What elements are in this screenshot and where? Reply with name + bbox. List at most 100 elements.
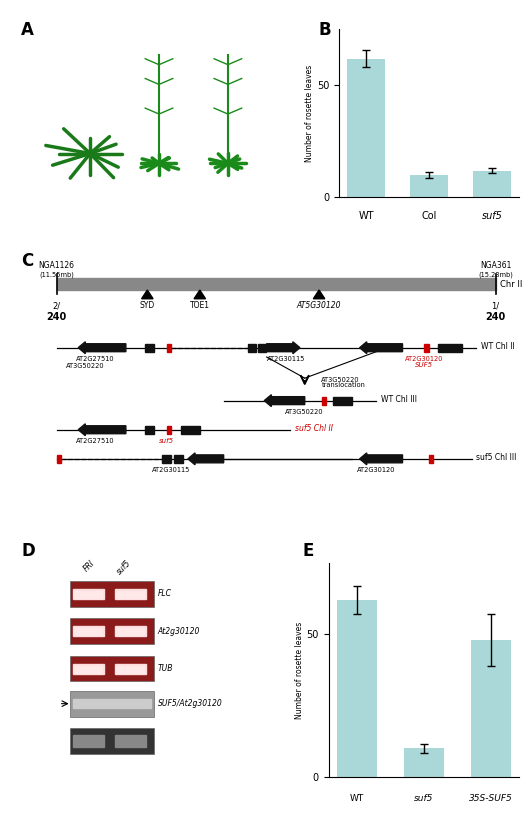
- Text: FRI: FRI: [82, 559, 96, 574]
- Text: AT2G27510: AT2G27510: [76, 438, 114, 444]
- Text: AT2G30115: AT2G30115: [267, 356, 305, 362]
- Bar: [438, 344, 462, 352]
- Text: AT3G50220: AT3G50220: [66, 363, 105, 369]
- Text: SYD: SYD: [140, 302, 155, 311]
- Text: B: B: [318, 21, 331, 39]
- Bar: [74, 591, 102, 598]
- FancyArrow shape: [359, 342, 403, 354]
- Bar: [404, 748, 444, 777]
- Text: 35S-SUF5: 35S-SUF5: [469, 794, 513, 803]
- Text: 240: 240: [485, 312, 506, 322]
- Text: Col: Col: [167, 201, 184, 211]
- Bar: [73, 589, 104, 599]
- FancyArrow shape: [78, 342, 126, 354]
- Text: WT Chl III: WT Chl III: [381, 395, 417, 404]
- Text: WT: WT: [358, 211, 374, 221]
- Bar: [114, 735, 146, 747]
- Text: Col: Col: [421, 211, 437, 221]
- Text: TOE1: TOE1: [190, 302, 210, 311]
- Text: D: D: [21, 542, 35, 559]
- Bar: [337, 600, 377, 777]
- Bar: [73, 664, 104, 674]
- Text: AT2G30120: AT2G30120: [405, 356, 443, 362]
- Bar: [166, 426, 171, 433]
- Text: translocation: translocation: [321, 382, 365, 388]
- Text: suf5 Chl III: suf5 Chl III: [476, 453, 517, 462]
- Bar: [70, 728, 154, 753]
- Bar: [74, 628, 102, 636]
- Y-axis label: Number of rosette leaves: Number of rosette leaves: [295, 622, 304, 718]
- Text: (15.23mb): (15.23mb): [478, 272, 513, 278]
- Bar: [70, 656, 154, 681]
- FancyArrow shape: [359, 453, 403, 465]
- Bar: [116, 666, 144, 673]
- Text: AT5G30120: AT5G30120: [297, 302, 341, 311]
- Bar: [333, 396, 352, 405]
- Text: SUF5/At2g30120: SUF5/At2g30120: [158, 699, 223, 708]
- Bar: [116, 591, 144, 598]
- Polygon shape: [313, 290, 325, 299]
- Bar: [347, 59, 385, 197]
- Bar: [57, 278, 496, 290]
- Bar: [70, 690, 154, 717]
- Text: suf5: suf5: [414, 794, 434, 803]
- Text: 1/: 1/: [491, 302, 500, 311]
- Text: suf5: suf5: [159, 438, 174, 444]
- FancyArrow shape: [188, 453, 224, 465]
- Text: AT2G30115: AT2G30115: [152, 467, 190, 473]
- Bar: [410, 175, 448, 197]
- Bar: [322, 396, 326, 405]
- Polygon shape: [142, 290, 153, 299]
- Bar: [73, 626, 104, 637]
- Bar: [471, 640, 511, 777]
- Text: suf5: suf5: [482, 211, 503, 221]
- Text: suf5 Chl II: suf5 Chl II: [295, 424, 333, 433]
- Bar: [174, 455, 183, 463]
- Text: suf5: suf5: [216, 201, 240, 211]
- Bar: [249, 344, 256, 352]
- Bar: [73, 699, 151, 708]
- Text: NGA361: NGA361: [480, 261, 511, 270]
- Bar: [424, 344, 429, 352]
- Text: WT: WT: [350, 794, 365, 803]
- Text: -Col): -Col): [127, 201, 153, 211]
- FancyArrow shape: [78, 424, 126, 436]
- Text: FLC: FLC: [158, 590, 172, 598]
- Bar: [258, 344, 266, 352]
- Text: 240: 240: [47, 312, 67, 322]
- Text: WT Chl II: WT Chl II: [481, 342, 515, 351]
- FancyArrow shape: [267, 342, 300, 354]
- Y-axis label: Number of rosette leaves: Number of rosette leaves: [305, 65, 314, 162]
- Bar: [73, 735, 104, 747]
- Bar: [114, 626, 146, 637]
- Bar: [70, 581, 154, 606]
- Polygon shape: [194, 290, 206, 299]
- Text: C: C: [21, 252, 33, 270]
- Bar: [181, 426, 200, 433]
- Bar: [166, 344, 171, 352]
- Text: AT2G27510: AT2G27510: [76, 356, 114, 362]
- Text: Chr II: Chr II: [500, 280, 523, 289]
- Text: FRI: FRI: [106, 201, 124, 211]
- Bar: [57, 455, 61, 463]
- Text: A: A: [21, 21, 34, 39]
- Bar: [114, 589, 146, 599]
- Bar: [116, 628, 144, 636]
- Text: TUB: TUB: [158, 664, 173, 673]
- FancyArrow shape: [264, 395, 305, 407]
- Bar: [114, 664, 146, 674]
- Bar: [429, 455, 434, 463]
- Bar: [70, 618, 154, 644]
- Text: At2g30120: At2g30120: [158, 627, 200, 636]
- Text: NGA1126: NGA1126: [39, 261, 75, 270]
- Bar: [145, 426, 154, 433]
- Text: (11.55mb): (11.55mb): [39, 272, 74, 278]
- Bar: [74, 666, 102, 673]
- Text: suf5: suf5: [115, 559, 133, 577]
- Text: AT2G30120: AT2G30120: [357, 467, 395, 473]
- Text: E: E: [302, 542, 313, 559]
- Text: 2/: 2/: [52, 302, 61, 311]
- Text: WT (: WT (: [77, 201, 103, 211]
- Text: SUF5: SUF5: [415, 362, 433, 368]
- Bar: [145, 344, 154, 352]
